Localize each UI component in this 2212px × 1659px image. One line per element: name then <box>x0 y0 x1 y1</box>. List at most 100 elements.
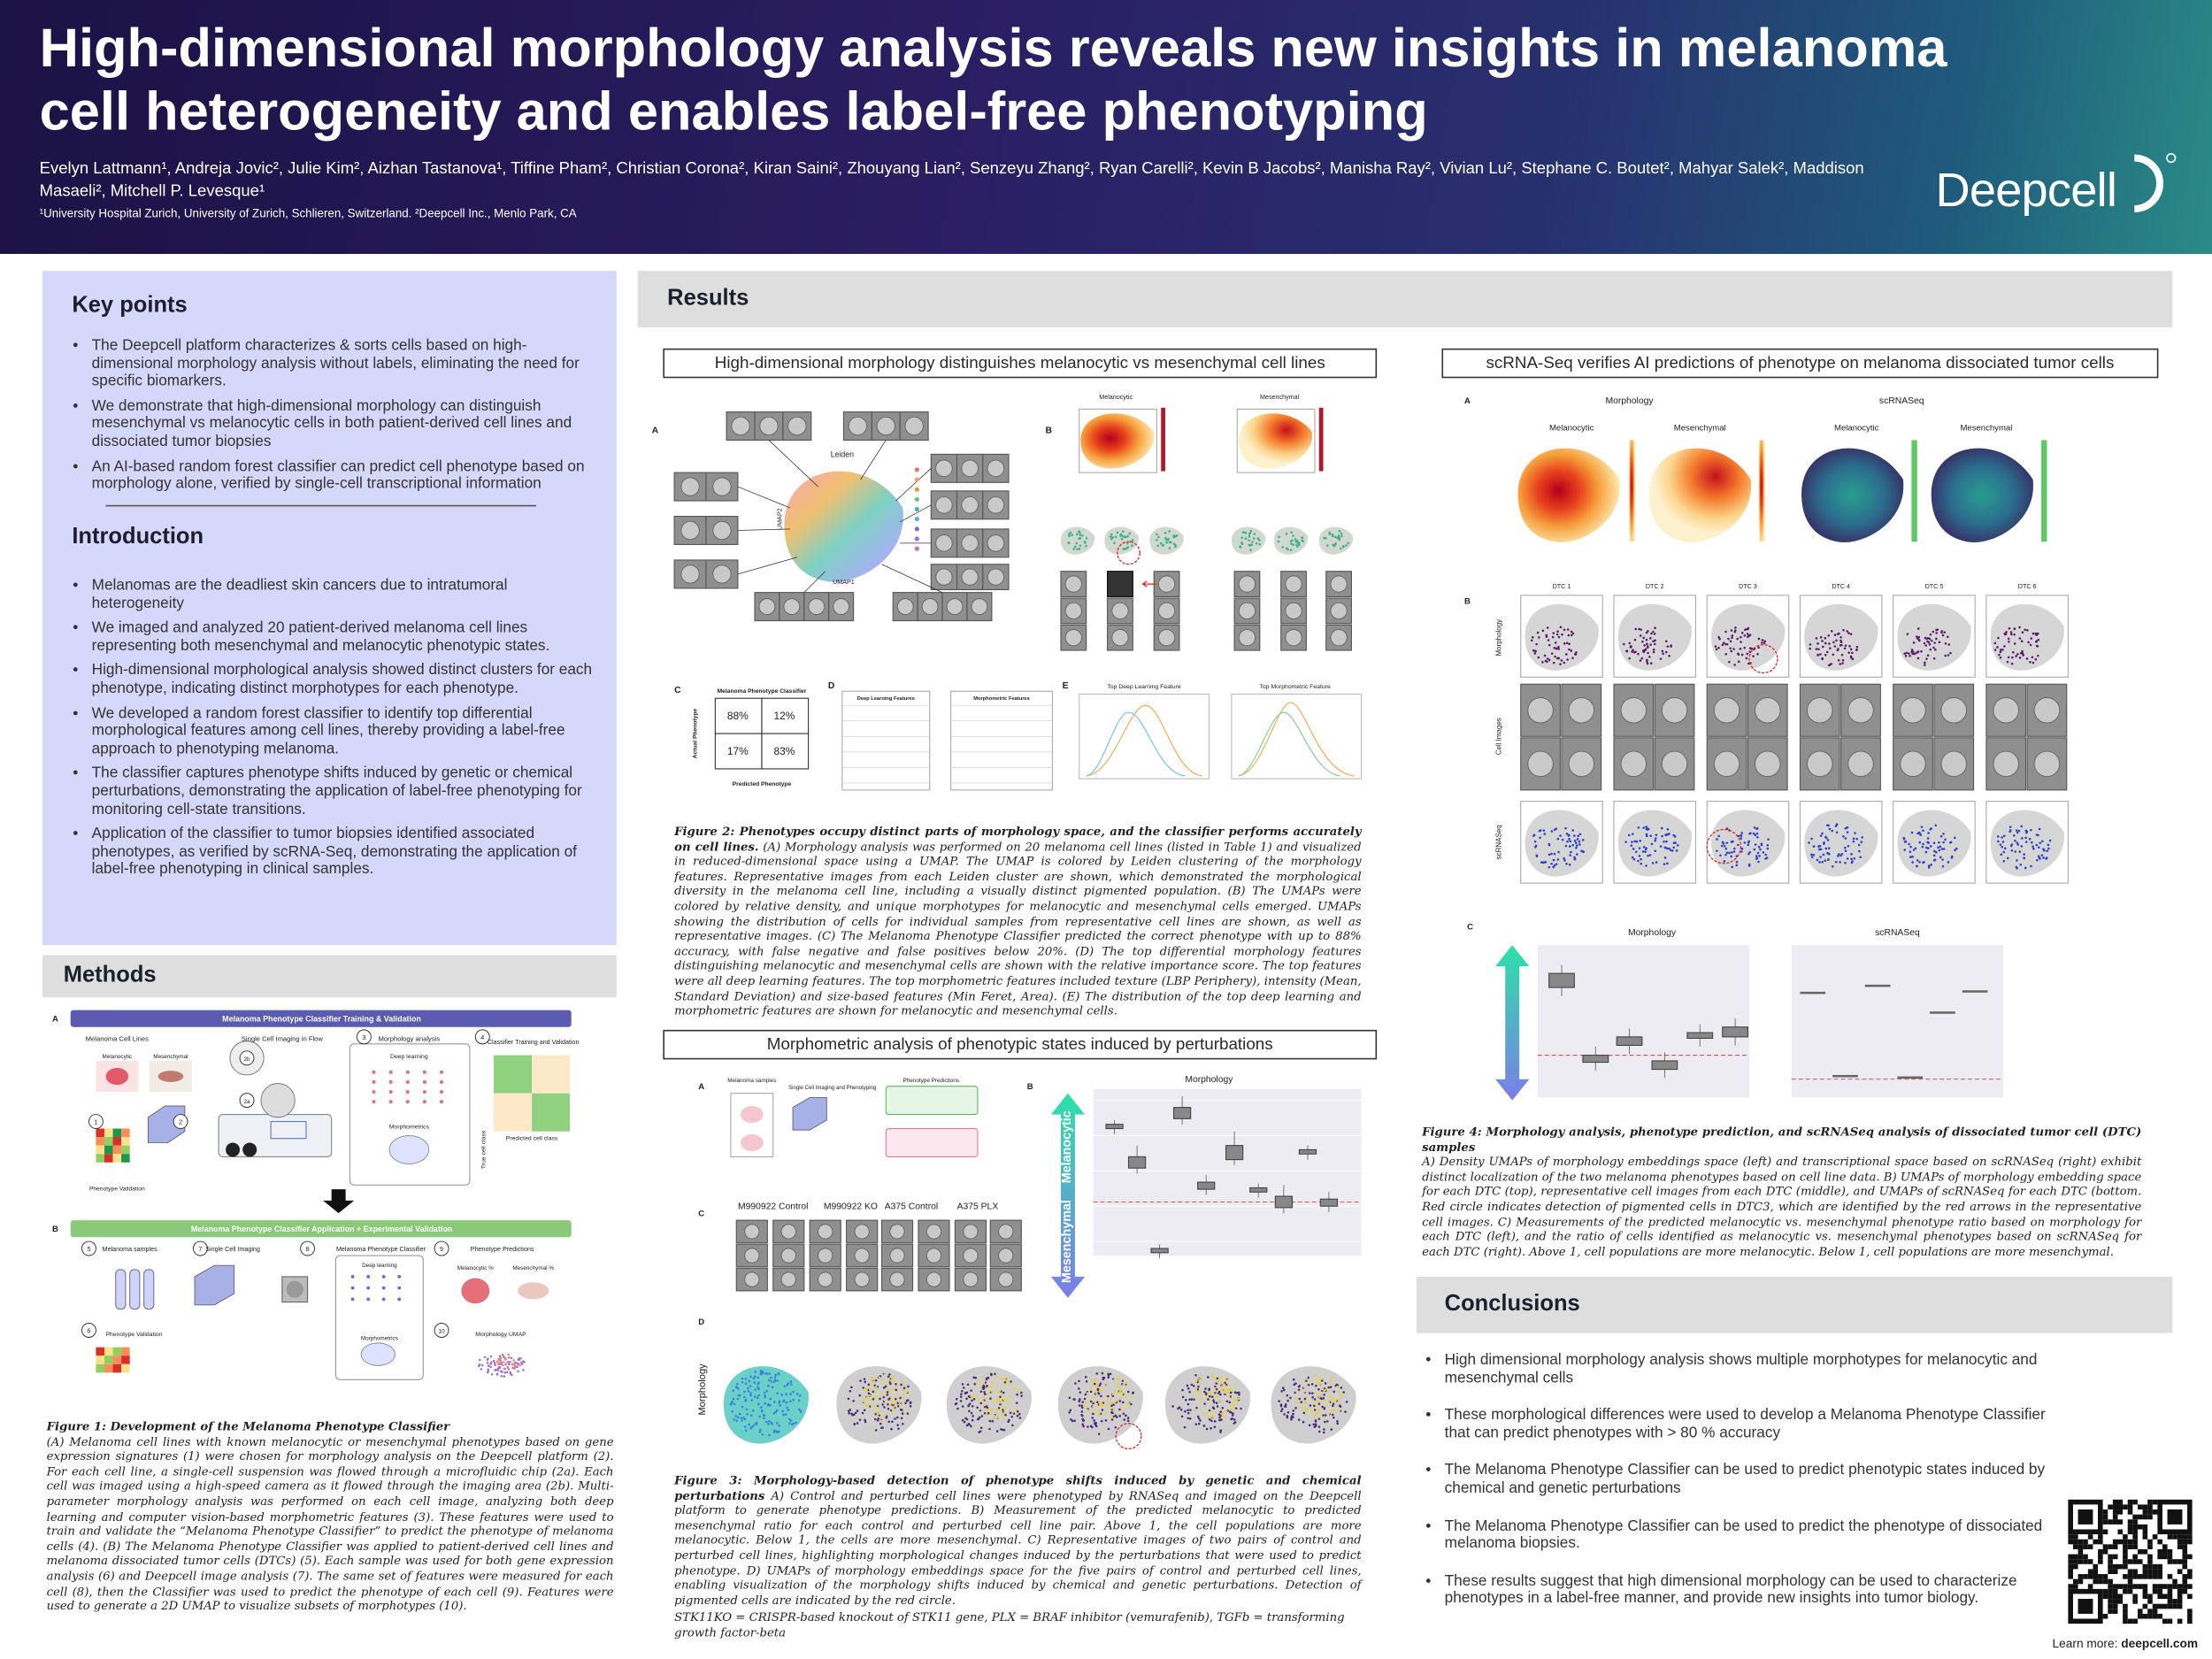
point <box>2022 654 2024 657</box>
qr-module <box>2132 1584 2138 1589</box>
point <box>1171 1405 1174 1408</box>
point <box>499 1356 503 1360</box>
qr-finder <box>2167 1509 2183 1525</box>
cell <box>818 1248 833 1263</box>
point <box>1126 541 1129 545</box>
point <box>907 1385 910 1388</box>
qr-module <box>2123 1609 2128 1614</box>
point <box>874 1379 878 1382</box>
point <box>1934 824 1937 827</box>
point <box>1002 1391 1005 1394</box>
point <box>1652 650 1655 654</box>
point <box>1216 1380 1219 1383</box>
point <box>486 1358 489 1362</box>
qr-module <box>2112 1569 2118 1575</box>
cell <box>961 534 979 552</box>
point <box>752 1377 756 1380</box>
point <box>955 1402 958 1405</box>
point <box>1097 1432 1101 1435</box>
point <box>1212 1399 1215 1402</box>
figure-label: Mesenchymal <box>153 1054 188 1060</box>
qr-module <box>2132 1554 2138 1560</box>
point <box>778 1425 780 1427</box>
point <box>1074 1382 1077 1385</box>
point <box>1102 1404 1104 1407</box>
heatmap-cell <box>96 1128 104 1138</box>
affiliations: ¹University Hospital Zurich, University … <box>39 205 577 220</box>
point <box>1743 841 1747 844</box>
cell <box>971 598 988 615</box>
qr-module <box>2177 1559 2183 1564</box>
point <box>2046 849 2049 852</box>
point <box>1290 531 1293 534</box>
point <box>1563 856 1565 860</box>
point <box>1110 533 1113 536</box>
point <box>1568 863 1571 866</box>
point <box>1016 1402 1018 1404</box>
figure-label: 6 <box>87 1328 90 1335</box>
cell <box>461 1278 490 1304</box>
bullet: We developed a random forest classifier … <box>92 704 595 757</box>
point <box>2016 867 2018 870</box>
point <box>1294 1396 1298 1400</box>
point <box>2001 845 2003 849</box>
point <box>1666 827 1670 831</box>
qr-module <box>2117 1499 2124 1505</box>
point <box>1816 858 1819 862</box>
point <box>1328 1382 1332 1385</box>
point <box>1815 648 1818 650</box>
point <box>889 1395 893 1399</box>
point <box>1219 1380 1223 1384</box>
point <box>1740 832 1743 834</box>
point <box>750 1399 754 1402</box>
point <box>1759 848 1762 851</box>
point <box>1849 655 1853 658</box>
point <box>850 1386 853 1389</box>
point <box>1763 640 1766 642</box>
point <box>1664 640 1668 643</box>
qr-module <box>2093 1563 2099 1570</box>
point <box>1663 856 1667 859</box>
point <box>1816 642 1819 645</box>
point <box>797 1408 801 1410</box>
figure-label: Phenotype Predictions <box>471 1246 534 1253</box>
cell <box>904 416 924 436</box>
colorbar <box>1759 440 1765 542</box>
point <box>892 1388 895 1392</box>
point <box>776 1422 779 1425</box>
point <box>1181 1395 1185 1399</box>
point <box>743 1390 746 1394</box>
point <box>1313 1398 1317 1401</box>
key-points-panel: Key points The Deepcell platform charact… <box>42 271 617 946</box>
umap <box>1525 603 1599 671</box>
point <box>1217 1413 1221 1416</box>
point <box>1114 1425 1118 1429</box>
cell <box>1285 602 1302 620</box>
cell <box>963 1224 979 1240</box>
qr-module <box>2083 1539 2088 1545</box>
point <box>1197 1385 1200 1388</box>
point <box>1947 861 1950 864</box>
point <box>2025 830 2029 833</box>
figure-2-caption: Figure 2: Phenotypes occupy distinct par… <box>674 824 1361 1018</box>
point <box>1118 1391 1121 1394</box>
point <box>862 1386 865 1389</box>
point <box>1336 1385 1339 1388</box>
qr-module <box>2152 1584 2158 1589</box>
heatmap-cell <box>112 1347 122 1356</box>
point <box>1209 1399 1212 1402</box>
figure-4-title: scRNA-Seq verifies AI predictions of phe… <box>1441 348 2159 379</box>
point <box>1542 861 1546 864</box>
point <box>1760 843 1763 847</box>
point <box>1218 1416 1221 1419</box>
point <box>1197 1378 1201 1380</box>
qr-module <box>2098 1548 2103 1555</box>
point <box>1817 648 1820 651</box>
figure-label: Melanoma Phenotype Classifier <box>336 1246 426 1253</box>
point <box>960 1393 963 1395</box>
point <box>1156 544 1159 548</box>
node <box>388 1070 393 1074</box>
point <box>1078 1399 1081 1402</box>
point <box>881 1403 884 1406</box>
qr-module <box>2108 1599 2113 1604</box>
